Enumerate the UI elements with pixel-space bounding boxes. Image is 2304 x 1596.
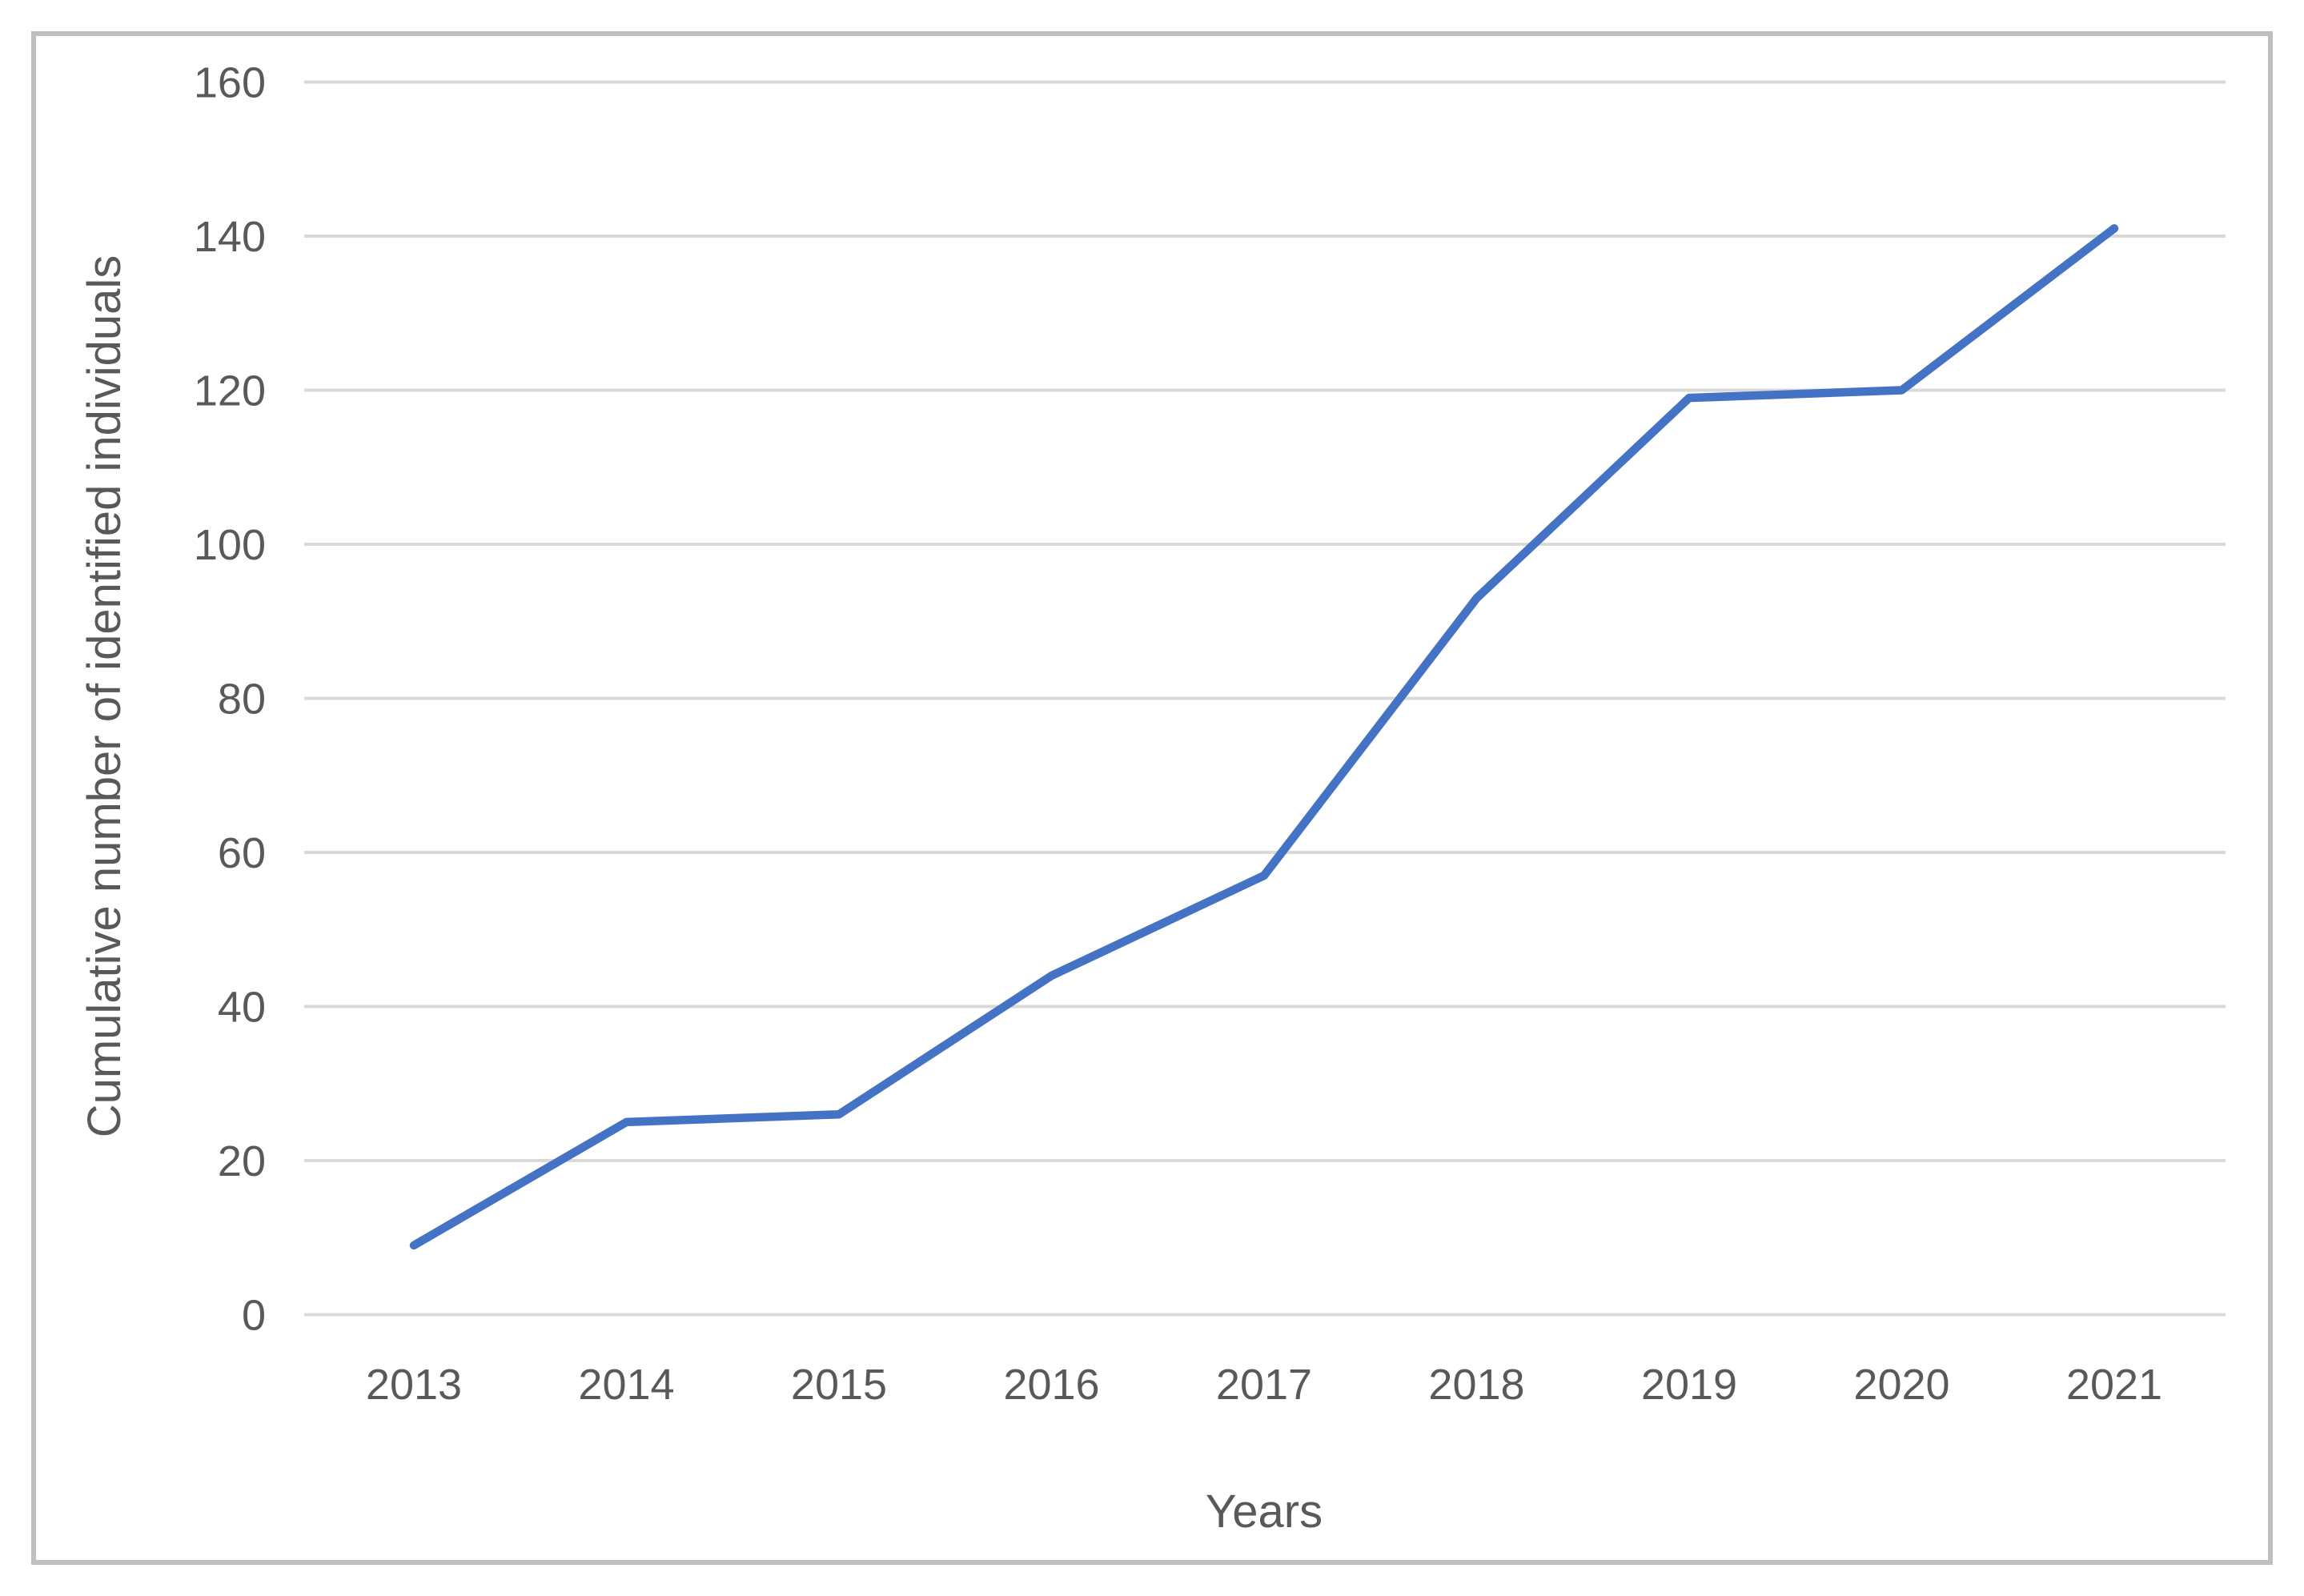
y-tick-label: 40 [218,984,266,1032]
x-tick-label: 2013 [366,1361,462,1409]
y-tick-label: 0 [242,1292,266,1340]
y-tick-label: 140 [194,213,266,261]
x-tick-label: 2019 [1641,1361,1737,1409]
x-tick-labels: 2013 2014 2015 2016 2017 2018 2019 2020 2021 [366,1361,2162,1409]
x-tick-label: 2014 [578,1361,674,1409]
data-series-line [409,224,2119,1250]
y-tick-label: 160 [194,59,266,107]
y-tick-label: 60 [218,829,266,877]
y-tick-labels: 0 20 40 60 80 100 120 140 160 [194,59,266,1340]
x-tick-label: 2018 [1428,1361,1524,1409]
x-tick-label: 2016 [1003,1361,1099,1409]
y-axis-title: Cumulative number of identified individu… [78,255,130,1138]
x-axis-title: Years [1206,1486,1323,1538]
x-tick-label: 2017 [1216,1361,1312,1409]
x-tick-label: 2021 [2066,1361,2162,1409]
y-tick-label: 80 [218,676,266,724]
gridlines [304,80,2226,1317]
y-tick-label: 20 [218,1137,266,1185]
x-tick-label: 2020 [1853,1361,1949,1409]
x-tick-label: 2015 [791,1361,887,1409]
y-tick-label: 100 [194,521,266,569]
figure-border [31,31,2273,1565]
y-tick-label: 120 [194,367,266,415]
